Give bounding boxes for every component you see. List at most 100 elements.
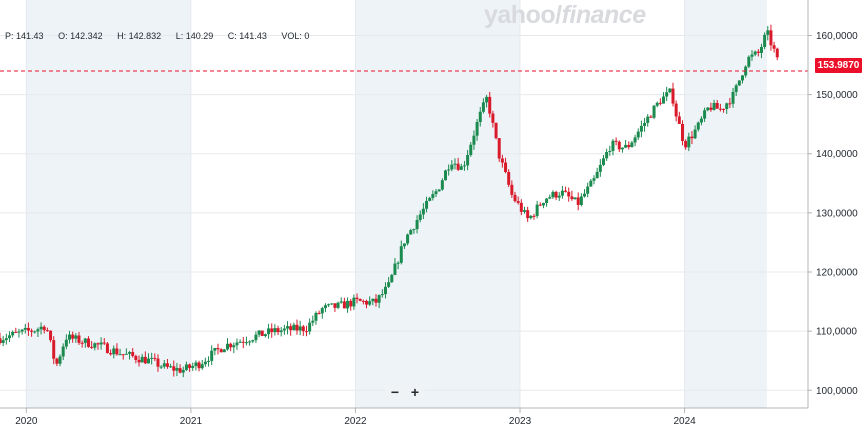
candle-body: [769, 30, 773, 46]
candle-body: [412, 229, 416, 231]
candle-body: [522, 210, 526, 212]
candle-body: [241, 341, 245, 343]
candle-body: [699, 118, 703, 123]
candle-body: [406, 234, 410, 244]
candle-body: [121, 354, 125, 356]
candle-body: [504, 162, 508, 173]
candle-body: [608, 150, 612, 153]
candle-body: [0, 338, 2, 343]
candle-body: [741, 75, 745, 81]
candle-body: [668, 88, 672, 93]
candle-body: [58, 356, 62, 364]
candle-body: [143, 356, 147, 364]
candle-body: [444, 170, 448, 181]
x-tick-label: 2024: [673, 416, 696, 427]
candle-body: [763, 34, 767, 47]
year-band-2: [684, 0, 767, 408]
candle-body: [425, 200, 429, 209]
watermark-product: finance: [561, 1, 647, 29]
candle-body: [772, 45, 776, 49]
candle-body: [453, 163, 457, 165]
zoom-in-button[interactable]: +: [410, 384, 420, 400]
candle-body: [614, 140, 618, 142]
candle-body: [516, 201, 520, 203]
candle-body: [377, 295, 381, 303]
candle-body: [687, 136, 691, 148]
candle-body: [260, 330, 264, 337]
watermark-slash: /: [555, 1, 562, 29]
candle-body: [396, 262, 400, 264]
candle-body: [83, 338, 87, 343]
candle-body: [409, 230, 413, 235]
candle-body: [620, 147, 624, 150]
candle-body: [279, 330, 283, 333]
candle-body: [462, 165, 466, 167]
candle-body: [282, 328, 286, 331]
candle-body: [184, 364, 188, 370]
candle-body: [17, 331, 21, 333]
candle-body: [7, 335, 11, 339]
candle-body: [61, 346, 65, 357]
zoom-out-button[interactable]: −: [390, 384, 400, 400]
candle-body: [140, 356, 144, 363]
candle-body: [564, 190, 568, 192]
y-tick-label: 100,0000: [816, 386, 858, 397]
candle-body: [327, 304, 331, 306]
candle-body: [535, 204, 539, 216]
candle-body: [567, 191, 571, 197]
candle-body: [165, 363, 169, 367]
candle-body: [690, 136, 694, 139]
candle-body: [387, 282, 391, 287]
candle-body: [124, 353, 128, 355]
year-shading: [26, 0, 767, 408]
current-price-tag: 153.9870: [815, 58, 862, 73]
candle-body: [605, 152, 609, 159]
candle-body: [570, 196, 574, 200]
candle-body: [150, 357, 154, 359]
candle-body: [598, 164, 602, 172]
candle-body: [308, 322, 312, 332]
candle-body: [11, 331, 15, 336]
candle-body: [197, 362, 201, 369]
candle-body: [175, 368, 179, 371]
candle-body: [330, 303, 334, 305]
candle-body: [759, 46, 763, 53]
candle-body: [131, 352, 135, 356]
candle-body: [545, 198, 549, 204]
candle-body: [178, 368, 182, 373]
candle-body: [93, 343, 97, 348]
candle-body: [26, 327, 30, 331]
candle-body: [210, 350, 214, 361]
candle-body: [617, 141, 621, 150]
candle-body: [358, 299, 362, 301]
candle-body: [115, 348, 119, 355]
candle-body: [336, 302, 340, 308]
candle-body: [153, 357, 157, 359]
candle-body: [1, 340, 5, 343]
candle-body: [342, 301, 346, 309]
candle-body: [200, 364, 204, 369]
candle-body: [213, 348, 217, 351]
candle-body: [390, 274, 394, 283]
candle-body: [207, 360, 211, 362]
candle-body: [159, 366, 163, 368]
candle-body: [592, 178, 596, 181]
candle-body: [684, 140, 688, 148]
candle-body: [112, 348, 116, 355]
candle-body: [45, 330, 49, 332]
candle-body: [722, 108, 726, 110]
candle-body: [431, 194, 435, 198]
candle-body: [188, 364, 192, 368]
candle-body: [64, 339, 68, 347]
candle-body: [583, 193, 587, 197]
candle-body: [109, 353, 113, 355]
y-tick-label: 120,0000: [816, 268, 858, 279]
candle-body: [128, 352, 132, 354]
candle-body: [554, 191, 558, 198]
candle-body: [652, 105, 656, 118]
candle-body: [440, 180, 444, 190]
candle-body: [601, 158, 605, 165]
candle-body: [538, 204, 542, 206]
candle-body: [251, 340, 255, 342]
